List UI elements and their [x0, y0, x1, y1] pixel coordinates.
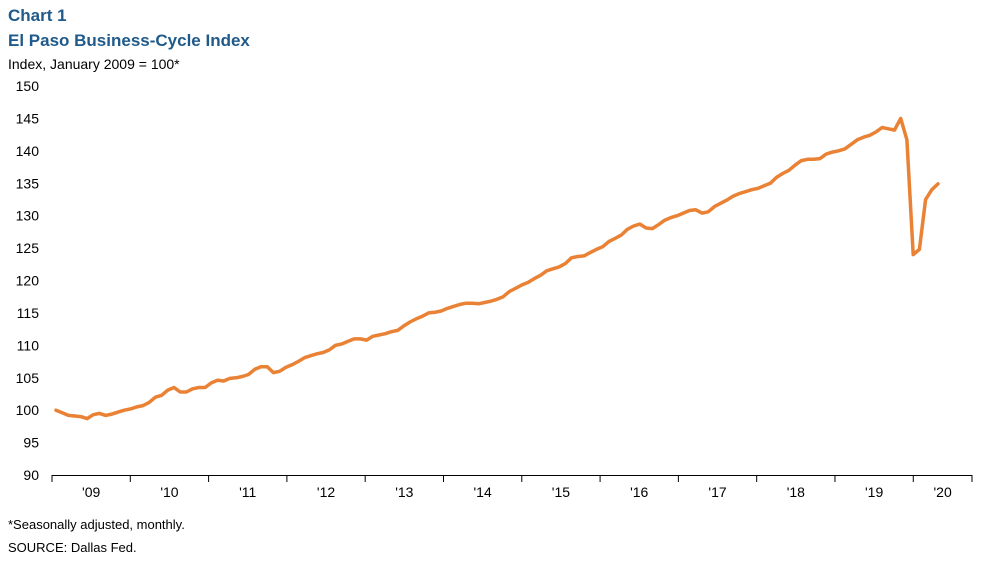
- y-tick-label: 120: [16, 273, 40, 289]
- y-tick-label: 110: [17, 337, 40, 353]
- footnote: *Seasonally adjusted, monthly.: [8, 517, 185, 532]
- y-tick-label: 90: [23, 467, 39, 483]
- x-tick-label: '13: [395, 484, 413, 500]
- y-tick-label: 135: [16, 175, 40, 191]
- series-line: [54, 116, 940, 421]
- x-tick-label: '20: [934, 484, 952, 500]
- x-tick-label: '17: [708, 484, 726, 500]
- y-tick-label: 130: [16, 208, 40, 224]
- source-note: SOURCE: Dallas Fed.: [8, 540, 137, 555]
- chart-title: El Paso Business-Cycle Index: [8, 31, 250, 50]
- y-tick-label: 145: [16, 110, 40, 126]
- chart-number: Chart 1: [8, 6, 67, 25]
- x-tick-label: '14: [474, 484, 492, 500]
- chart-subtitle: Index, January 2009 = 100*: [8, 56, 180, 72]
- x-tick-label: '18: [787, 484, 805, 500]
- y-tick-label: 105: [16, 370, 40, 386]
- y-tick-label: 100: [16, 402, 40, 418]
- y-tick-label: 125: [16, 240, 40, 256]
- y-axis: 90 95 100 105 110 115 120 125 130 135 140 145 150: [16, 78, 40, 483]
- x-tick-label: '12: [317, 484, 335, 500]
- x-tick-label: '09: [82, 484, 100, 500]
- y-tick-label: 150: [16, 78, 40, 94]
- y-tick-label: 140: [16, 143, 40, 159]
- y-tick-label: 95: [23, 435, 39, 451]
- x-tick-label: '11: [239, 484, 256, 500]
- x-axis: '09 '10 '11 '12 '13 '14 '15 '16 '17 '18 '19 '20: [51, 475, 973, 500]
- x-tick-label: '19: [865, 484, 883, 500]
- x-tick-label: '16: [630, 484, 648, 500]
- x-tick-label: '10: [160, 484, 178, 500]
- y-tick-label: 115: [17, 305, 40, 321]
- x-tick-label: '15: [552, 484, 570, 500]
